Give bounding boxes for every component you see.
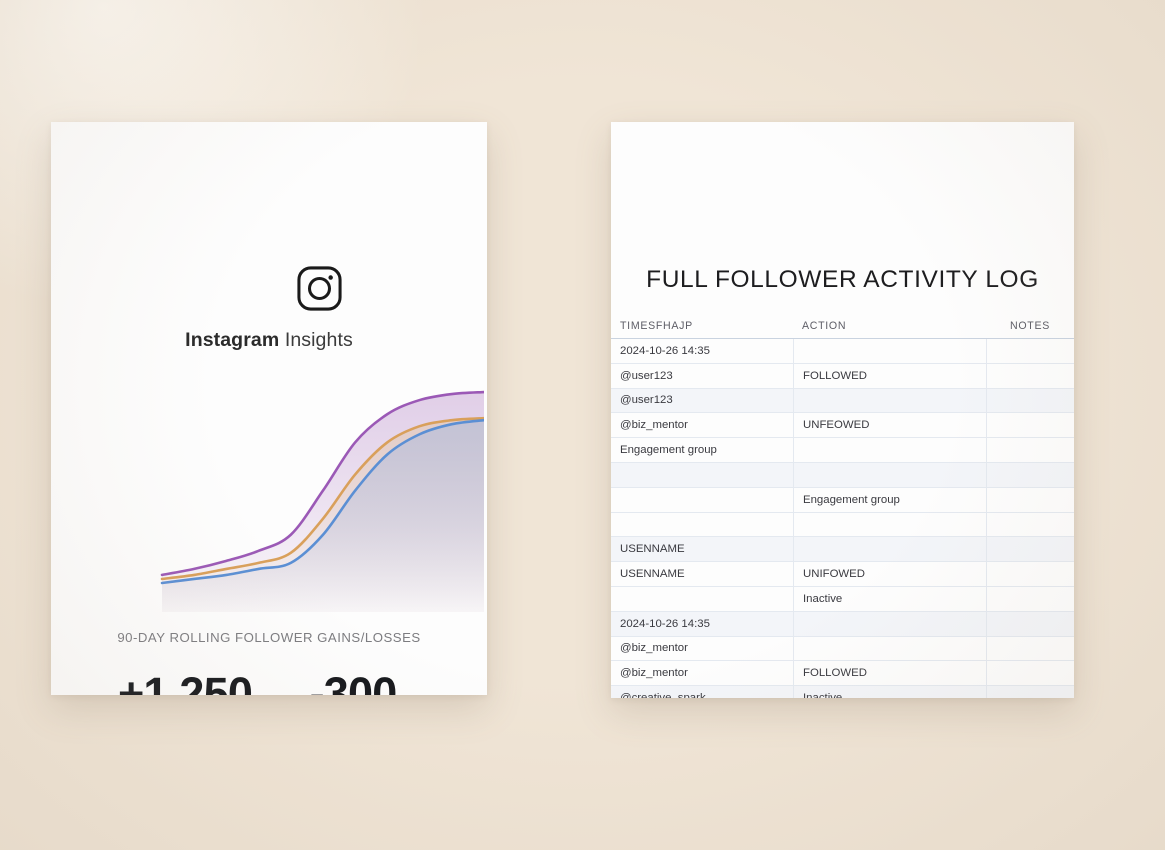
table-row[interactable]: @user123 FOLLOWED: [611, 363, 1074, 389]
cell-timestamp: 2024-10-26 14:35: [620, 344, 710, 357]
cell-notes: [986, 537, 1074, 562]
stat-followers-lost: -300 FOLLOWERS LOST +950: [269, 668, 437, 695]
table-row[interactable]: [611, 512, 1074, 538]
cell-action: [793, 462, 986, 487]
table-row[interactable]: @biz_mentor FOLLOWED: [611, 661, 1074, 687]
table-row[interactable]: @biz_mentor: [611, 636, 1074, 662]
table-row[interactable]: @creative_sparkInactive: [611, 686, 1074, 698]
table-row[interactable]: USENNAME: [611, 537, 1074, 563]
cell-notes: [986, 686, 1074, 698]
chart-area-blue-curve: [162, 420, 484, 612]
cell-notes: [986, 512, 1074, 537]
cell-action: Engagement group: [793, 487, 986, 512]
cell-timestamp: USENNAME: [620, 543, 685, 556]
cell-timestamp: 2024-10-26 14:35: [620, 617, 710, 630]
cell-notes: [986, 661, 1074, 686]
cell-action: [793, 512, 986, 537]
cell-notes: [986, 462, 1074, 487]
cell-timestamp: USENNAME: [620, 568, 685, 581]
cell-action: Inactive: [793, 686, 986, 698]
cell-action: [793, 388, 986, 413]
cell-timestamp: @creative_spark: [611, 692, 793, 698]
table-row[interactable]: [611, 462, 1074, 488]
cell-notes: [986, 339, 1074, 363]
table-row[interactable]: @user123: [611, 388, 1074, 414]
instagram-logo-icon: [296, 265, 343, 312]
camera-icon[interactable]: [485, 268, 487, 299]
cell-timestamp: @user123: [620, 369, 673, 382]
table-row[interactable]: Engagement group: [611, 487, 1074, 513]
cell-notes: [986, 487, 1074, 512]
activity-log-table: TIMESFHAJP ACTION NOTES 2024-10-26 14:35…: [611, 314, 1074, 698]
cell-timestamp: @biz_mentor: [620, 667, 688, 680]
chart-caption: 90-DAY ROLLING FOLLOWER GAINS/LOSSES: [117, 630, 421, 645]
table-header-row: TIMESFHAJP ACTION NOTES: [611, 314, 1074, 339]
column-header-notes: NOTES: [1010, 320, 1050, 332]
table-row[interactable]: 2024-10-26 14:35: [611, 611, 1074, 637]
chart-line-blue-curve: [160, 418, 484, 585]
table-row[interactable]: @biz_mentor UNFEOWED: [611, 413, 1074, 439]
table-body: 2024-10-26 14:35 @user123 FOLLOWED @user123…: [611, 339, 1074, 698]
follower-activity-log-card: FULL FOLLOWER ACTIVITY LOG TIMESFHAJP AC…: [611, 122, 1074, 698]
stats-row: +1,250 FOLLOWERS GAINED +950 -300 FOLLOW…: [101, 668, 437, 695]
stat-value: +1,250: [117, 668, 253, 695]
page-title-section: Insights: [284, 329, 353, 351]
cell-timestamp: @biz_mentor: [620, 642, 688, 655]
cell-timestamp: @biz_mentor: [620, 419, 688, 432]
cell-timestamp: Engagement group: [620, 444, 717, 457]
cell-action: [793, 438, 986, 462]
cell-timestamp: @user123: [620, 394, 673, 407]
stat-followers-gained: +1,250 FOLLOWERS GAINED +950: [101, 668, 269, 695]
cell-notes: [986, 611, 1074, 636]
cell-notes: [986, 363, 1074, 388]
cell-action: FOLLOWED: [793, 661, 986, 686]
page-title: Instagram Insights: [51, 329, 487, 352]
chart-line-orange-curve: [160, 416, 484, 581]
table-row[interactable]: USENNAME UNIFOWED: [611, 562, 1074, 587]
page-title-brand: Instagram: [185, 329, 280, 351]
follower-growth-chart: [111, 372, 484, 612]
cell-action: [793, 537, 986, 562]
table-row[interactable]: Inactive: [611, 586, 1074, 612]
log-title: FULL FOLLOWER ACTIVITY LOG: [646, 266, 1039, 293]
cell-action: [793, 636, 986, 661]
cell-notes: [986, 413, 1074, 438]
cell-notes: [986, 388, 1074, 413]
cell-action: UNFEOWED: [793, 413, 986, 438]
cell-action: FOLLOWED: [793, 363, 986, 388]
cell-notes: [986, 438, 1074, 462]
cell-notes: [986, 562, 1074, 586]
table-row[interactable]: 2024-10-26 14:35: [611, 339, 1074, 364]
cell-action: [793, 339, 986, 363]
stat-value: -300: [309, 668, 398, 695]
table-row[interactable]: Engagement group: [611, 438, 1074, 463]
chart-line-purple-curve: [160, 390, 484, 577]
cell-action: Inactive: [793, 586, 986, 611]
column-header-action: ACTION: [802, 320, 847, 332]
column-header-timestamp: TIMESFHAJP: [620, 320, 693, 332]
cell-action: UNIFOWED: [793, 562, 986, 586]
instagram-insights-card: Instagram Insights: [51, 122, 487, 695]
cell-notes: [986, 636, 1074, 661]
cell-notes: [986, 586, 1074, 611]
cell-action: [793, 611, 986, 636]
